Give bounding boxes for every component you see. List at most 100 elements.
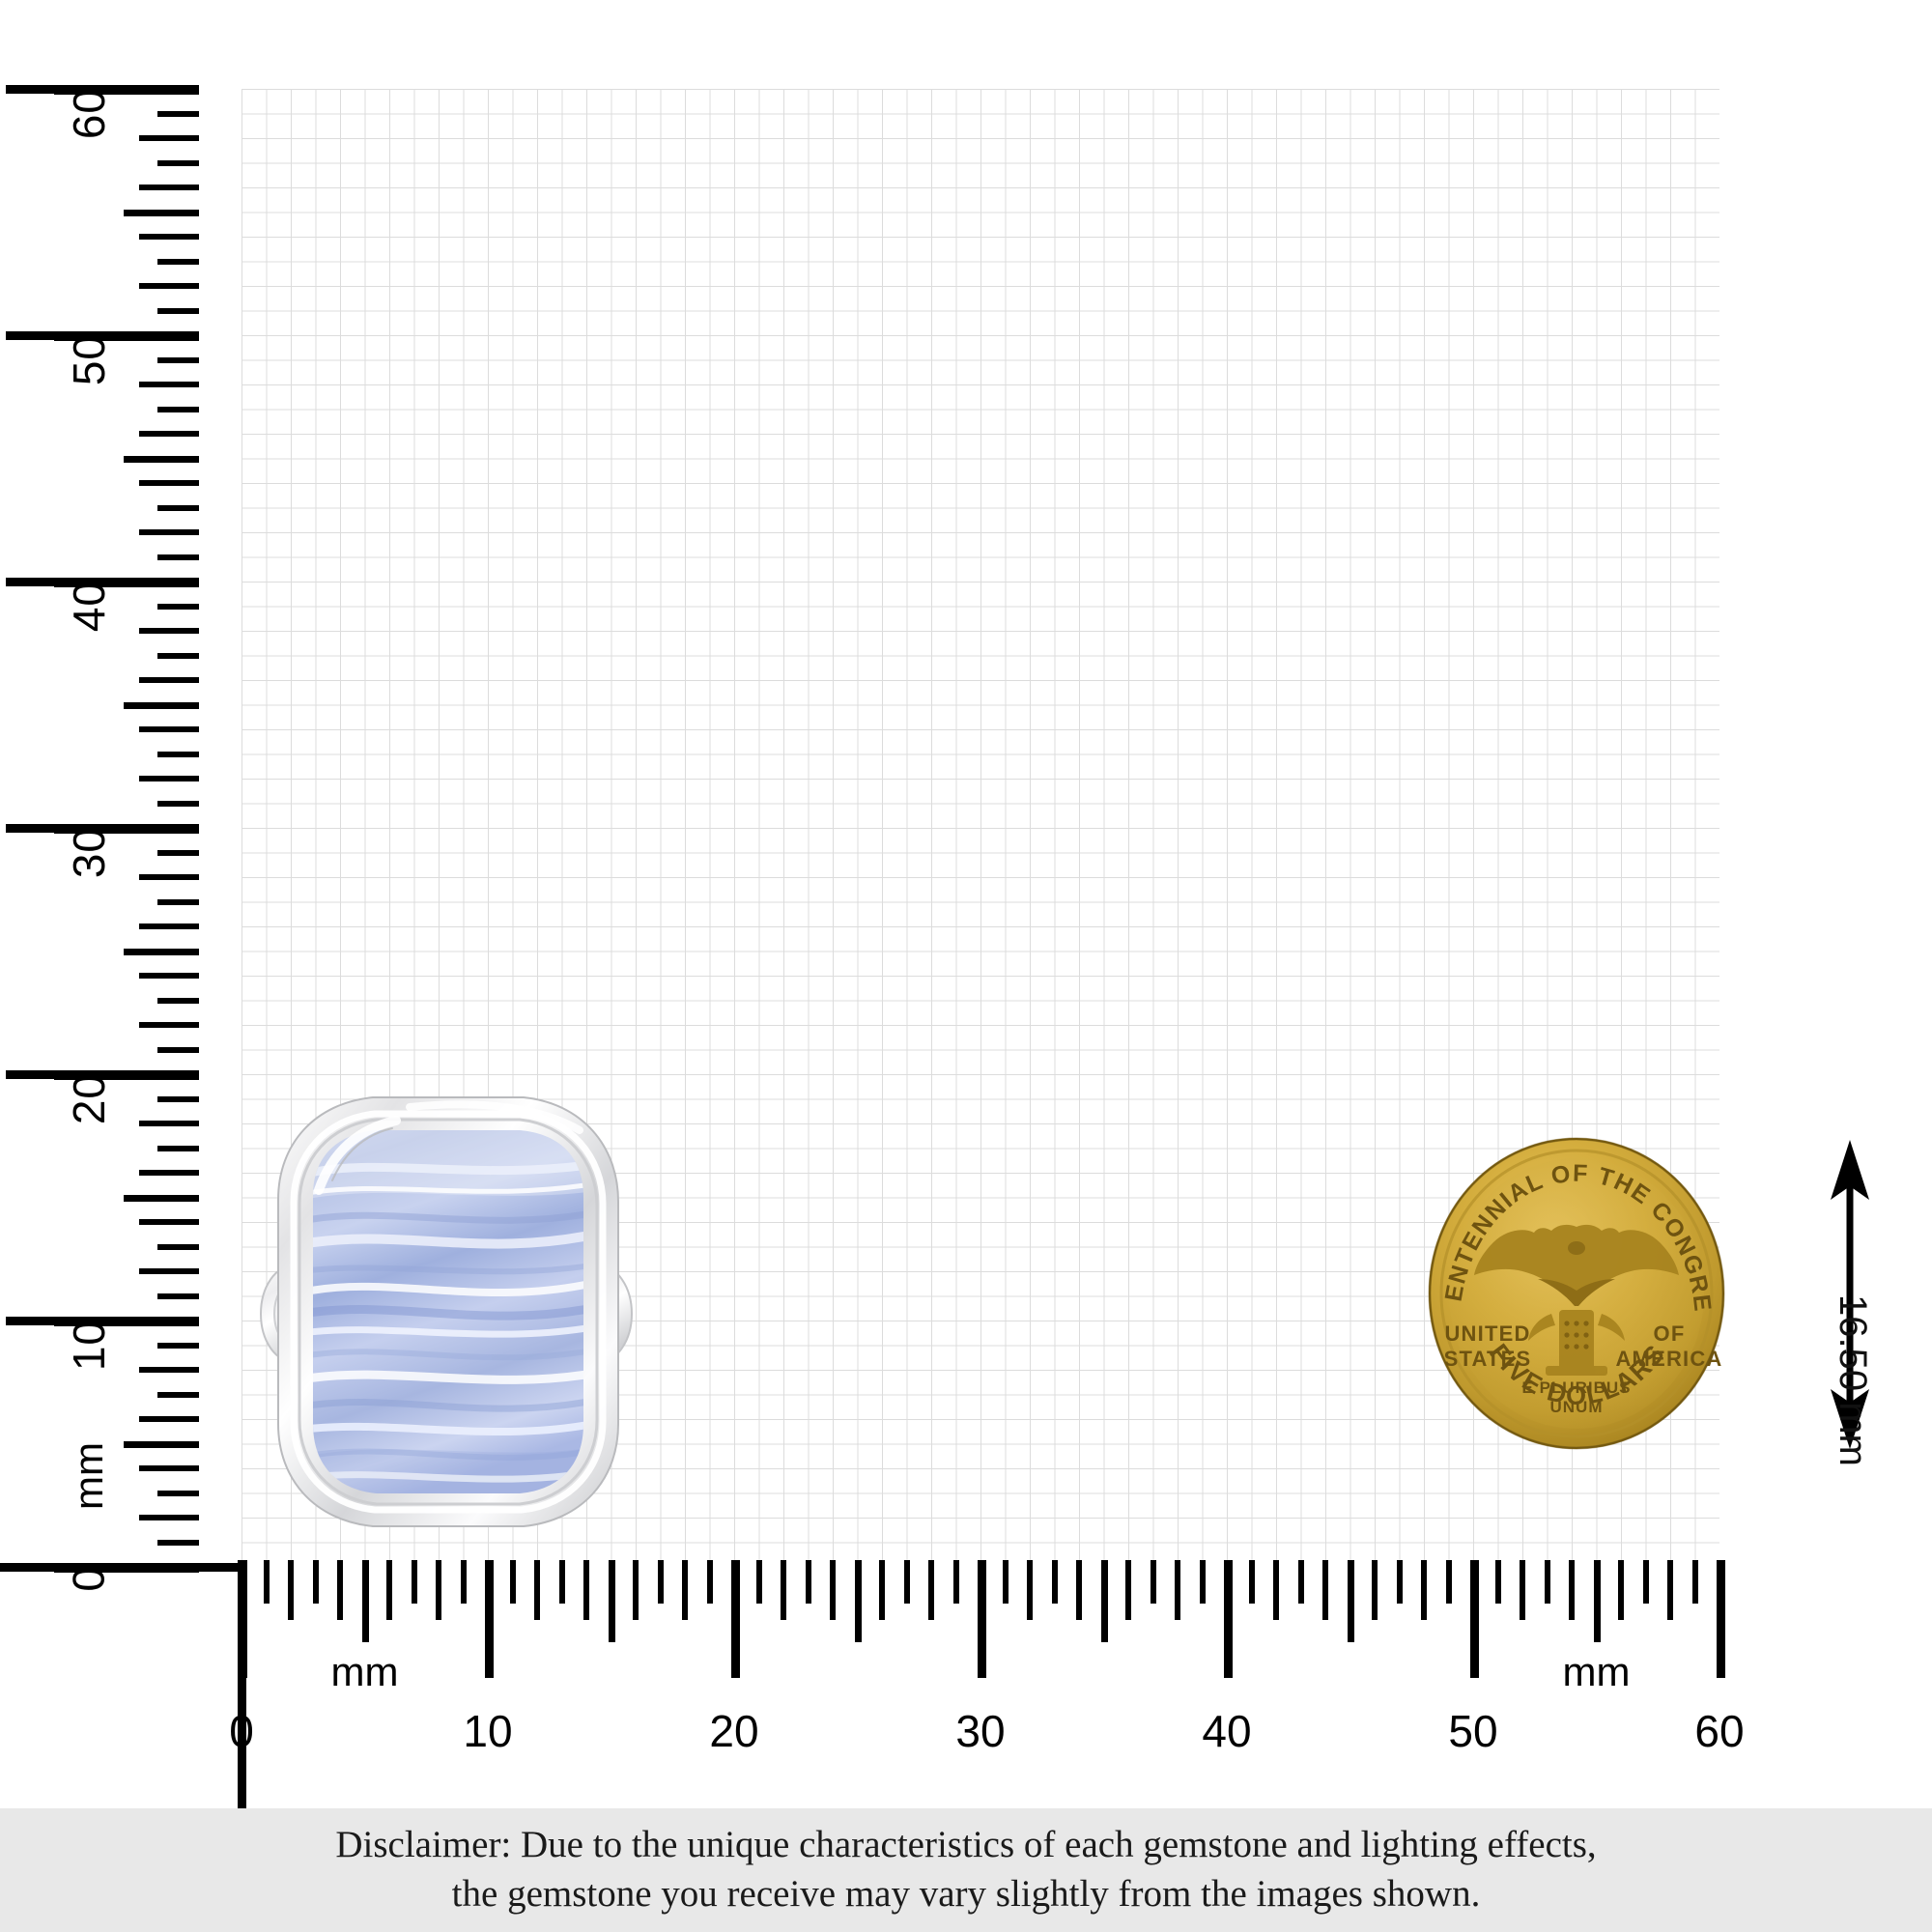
coin-left-text-line2: STATES bbox=[1444, 1347, 1532, 1371]
vruler-tick-8 bbox=[139, 1367, 199, 1373]
coin-fasces-relief bbox=[1528, 1310, 1625, 1376]
vruler-tick-36 bbox=[139, 677, 199, 683]
vruler-label-20: 20 bbox=[64, 1073, 114, 1125]
hruler-tick-15 bbox=[608, 1560, 615, 1642]
hruler-tick-40 bbox=[1224, 1560, 1233, 1678]
hruler-tick-43 bbox=[1297, 1560, 1304, 1604]
vruler-tick-45 bbox=[124, 455, 199, 463]
hruler-tick-5 bbox=[361, 1560, 369, 1642]
vruler-tick-23 bbox=[157, 997, 199, 1004]
hruler-tick-47 bbox=[1396, 1560, 1403, 1604]
vruler-tick-48 bbox=[139, 382, 199, 387]
vruler-tick-13 bbox=[157, 1243, 199, 1250]
hruler-tick-50 bbox=[1470, 1560, 1479, 1678]
vruler-major-bar-10 bbox=[6, 1317, 199, 1325]
hruler-label-10: 10 bbox=[463, 1706, 513, 1756]
coin-left-text-line1: UNITED bbox=[1444, 1321, 1530, 1346]
hruler-tick-12 bbox=[534, 1560, 540, 1620]
vruler-label-60: 60 bbox=[64, 88, 114, 140]
hruler-tick-38 bbox=[1175, 1560, 1180, 1620]
coin-diameter-dimension-arrow bbox=[1821, 1140, 1932, 1449]
vruler-tick-14 bbox=[139, 1219, 199, 1225]
hruler-tick-1 bbox=[263, 1560, 270, 1604]
hruler-tick-3 bbox=[312, 1560, 319, 1604]
hruler-tick-53 bbox=[1544, 1560, 1550, 1604]
vruler-tick-2 bbox=[139, 1515, 199, 1520]
vruler-tick-42 bbox=[139, 529, 199, 535]
hruler-tick-2 bbox=[288, 1560, 294, 1620]
vruler-label-40: 40 bbox=[64, 581, 114, 633]
vruler-tick-51 bbox=[157, 307, 199, 314]
ring-bezel-inner bbox=[290, 1110, 607, 1514]
hruler-tick-10 bbox=[485, 1560, 494, 1678]
ruler-origin-bar bbox=[0, 1563, 246, 1572]
hruler-tick-34 bbox=[1076, 1560, 1082, 1620]
vruler-tick-33 bbox=[157, 751, 199, 757]
vruler-tick-11 bbox=[157, 1293, 199, 1299]
coin-motto-line2: UNUM bbox=[1550, 1398, 1604, 1416]
ruler-corner-joint bbox=[238, 1560, 246, 1811]
hruler-tick-23 bbox=[805, 1560, 811, 1604]
horizontal-mm-ruler: 0 10 20 30 40 50 60 mm mm bbox=[0, 1560, 1932, 1811]
hruler-tick-19 bbox=[706, 1560, 713, 1604]
vruler-tick-46 bbox=[139, 431, 199, 437]
hruler-tick-6 bbox=[386, 1560, 392, 1620]
vruler-tick-32 bbox=[139, 776, 199, 781]
vruler-tick-25 bbox=[124, 948, 199, 955]
vruler-tick-57 bbox=[157, 159, 199, 166]
hruler-tick-51 bbox=[1494, 1560, 1501, 1604]
vruler-tick-15 bbox=[124, 1194, 199, 1202]
hruler-tick-41 bbox=[1248, 1560, 1255, 1604]
vruler-tick-27 bbox=[157, 898, 199, 905]
vruler-tick-9 bbox=[157, 1342, 199, 1349]
vruler-tick-26 bbox=[139, 923, 199, 929]
hruler-tick-26 bbox=[879, 1560, 885, 1620]
vruler-tick-59 bbox=[157, 110, 199, 117]
hruler-tick-7 bbox=[411, 1560, 417, 1604]
coin-right-text-line1: OF bbox=[1654, 1321, 1686, 1346]
hruler-tick-54 bbox=[1569, 1560, 1575, 1620]
vruler-tick-22 bbox=[139, 1022, 199, 1028]
hruler-tick-21 bbox=[755, 1560, 762, 1604]
gemstone-ring bbox=[243, 1074, 649, 1577]
coin-eagle-relief bbox=[1474, 1224, 1679, 1306]
hruler-tick-30 bbox=[978, 1560, 986, 1678]
hruler-unit-label-1: mm bbox=[1562, 1649, 1631, 1694]
hruler-tick-25 bbox=[854, 1560, 862, 1642]
vruler-label-50: 50 bbox=[64, 334, 114, 386]
vruler-major-bar-40 bbox=[6, 578, 199, 586]
vruler-tick-31 bbox=[157, 800, 199, 807]
hruler-tick-49 bbox=[1445, 1560, 1452, 1604]
vruler-tick-44 bbox=[139, 480, 199, 486]
hruler-unit-label-0: mm bbox=[330, 1649, 399, 1694]
vruler-tick-7 bbox=[157, 1391, 199, 1398]
vruler-tick-35 bbox=[124, 701, 199, 709]
hruler-label-60: 60 bbox=[1694, 1706, 1745, 1756]
hruler-tick-0 bbox=[239, 1560, 247, 1678]
five-dollar-gold-coin: BICENTENNIAL OF THE CONGRESS bbox=[1412, 1113, 1731, 1453]
vruler-tick-5 bbox=[124, 1440, 199, 1448]
hruler-tick-35 bbox=[1100, 1560, 1108, 1642]
vruler-tick-47 bbox=[157, 406, 199, 412]
hruler-tick-45 bbox=[1347, 1560, 1354, 1642]
hruler-tick-13 bbox=[558, 1560, 565, 1604]
vruler-tick-41 bbox=[157, 554, 199, 560]
hruler-tick-37 bbox=[1150, 1560, 1156, 1604]
hruler-tick-42 bbox=[1273, 1560, 1279, 1620]
hruler-label-40: 40 bbox=[1202, 1706, 1252, 1756]
hruler-tick-11 bbox=[509, 1560, 516, 1604]
vruler-tick-38 bbox=[139, 628, 199, 634]
disclaimer-line-1: Disclaimer: Due to the unique characteri… bbox=[335, 1824, 1597, 1866]
vruler-unit-label: mm bbox=[66, 1441, 111, 1510]
vruler-tick-34 bbox=[139, 726, 199, 732]
vruler-tick-53 bbox=[157, 258, 199, 265]
hruler-tick-31 bbox=[1002, 1560, 1009, 1604]
vruler-tick-39 bbox=[157, 603, 199, 610]
vruler-tick-21 bbox=[157, 1046, 199, 1053]
hruler-tick-36 bbox=[1125, 1560, 1131, 1620]
hruler-tick-46 bbox=[1372, 1560, 1378, 1620]
vruler-tick-43 bbox=[157, 504, 199, 511]
vruler-tick-24 bbox=[139, 973, 199, 979]
hruler-label-20: 20 bbox=[709, 1706, 759, 1756]
